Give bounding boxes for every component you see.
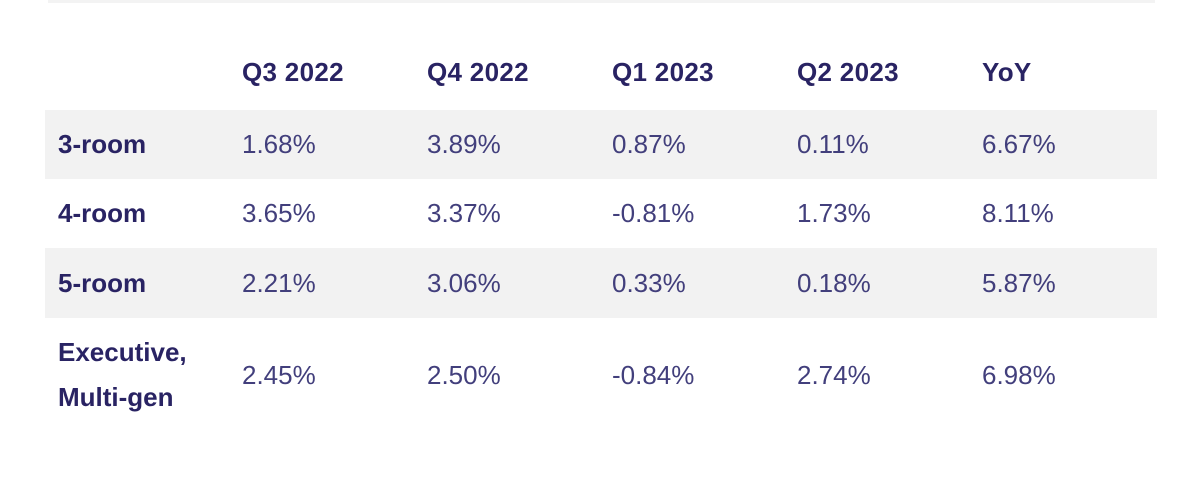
row-label: Executive, Multi-gen: [58, 337, 187, 412]
value-cell: 2.45%: [242, 359, 316, 390]
value-cell: 1.68%: [242, 129, 316, 159]
value-cell: 0.11%: [797, 129, 869, 159]
top-divider: [48, 0, 1155, 3]
value-cell: 3.37%: [427, 198, 501, 228]
value-cell: 1.73%: [797, 198, 871, 228]
col-header-q4-2022: Q4 2022: [427, 56, 529, 87]
hdb-price-change-table: Q3 2022 Q4 2022 Q1 2023 Q2 2023 YoY 3-ro…: [45, 3, 1157, 432]
value-cell: 3.89%: [427, 129, 501, 159]
value-cell: 0.33%: [612, 267, 686, 298]
value-cell: 2.50%: [427, 359, 501, 390]
col-header-yoy: YoY: [982, 56, 1032, 87]
value-cell: 3.06%: [427, 267, 501, 298]
value-cell: 5.87%: [982, 267, 1056, 298]
col-header-q3-2022: Q3 2022: [242, 56, 344, 87]
value-cell: -0.81%: [612, 198, 695, 228]
row-label: 3-room: [58, 129, 147, 159]
value-cell: 3.65%: [242, 198, 316, 228]
value-cell: 6.98%: [982, 359, 1056, 390]
value-cell: 0.87%: [612, 129, 686, 159]
col-header-q2-2023: Q2 2023: [797, 56, 899, 87]
row-label: 4-room: [58, 198, 147, 228]
table-row-3-room: 3-room 1.68% 3.89% 0.87% 0.11% 6.67%: [45, 110, 1157, 179]
table-row-4-room: 4-room 3.65% 3.37% -0.81% 1.73% 8.11%: [45, 179, 1157, 248]
row-label: 5-room: [58, 267, 147, 298]
value-cell: 0.18%: [797, 267, 871, 298]
table-header-row: Q3 2022 Q4 2022 Q1 2023 Q2 2023 YoY: [45, 3, 1157, 110]
value-cell: 8.11%: [982, 198, 1054, 228]
value-cell: 6.67%: [982, 129, 1056, 159]
table-row-5-room: 5-room 2.21% 3.06% 0.33% 0.18% 5.87%: [45, 248, 1157, 318]
col-header-q1-2023: Q1 2023: [612, 56, 714, 87]
col-header-row-label: [45, 3, 242, 110]
table-row-executive-multi-gen: Executive, Multi-gen 2.45% 2.50% -0.84% …: [45, 318, 1157, 432]
value-cell: 2.21%: [242, 267, 316, 298]
value-cell: -0.84%: [612, 359, 695, 390]
value-cell: 2.74%: [797, 359, 871, 390]
